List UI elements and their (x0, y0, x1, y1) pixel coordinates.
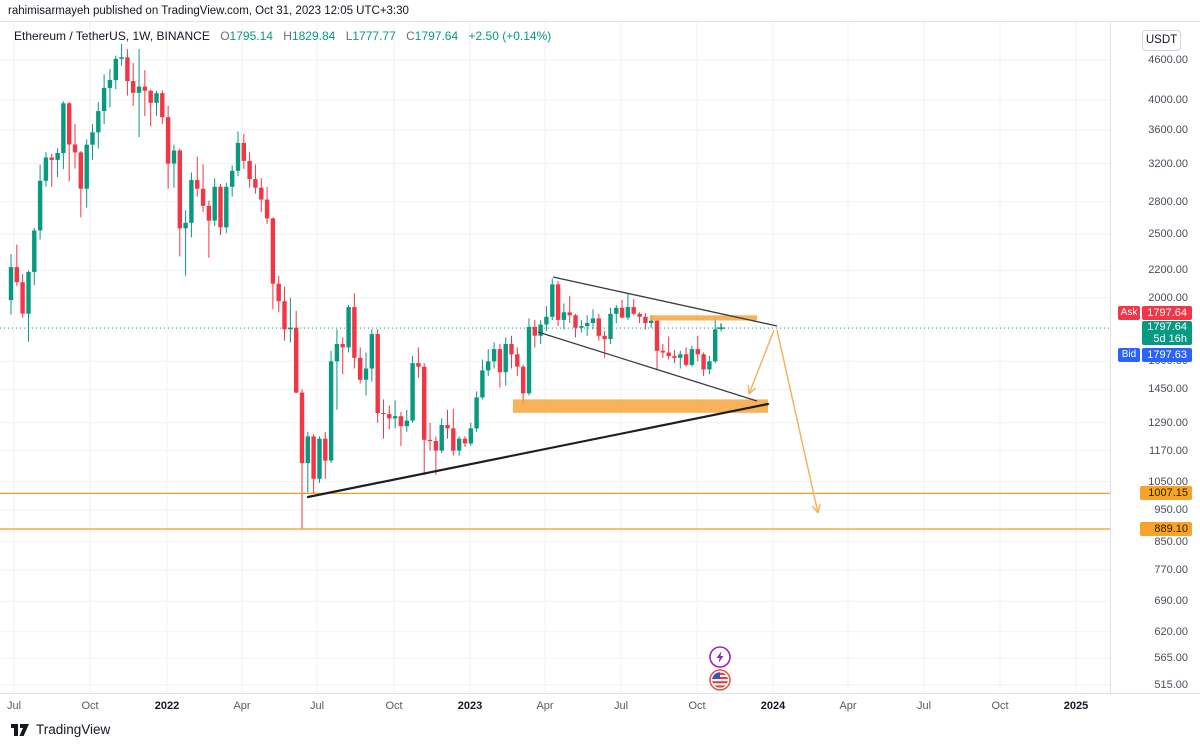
price-level-label: 1007.15 (1140, 486, 1192, 500)
change-value: +2.50 (+0.14%) (468, 29, 552, 43)
time-tick-label: Jul (309, 700, 325, 712)
price-tick-label: 950.00 (1154, 504, 1188, 516)
price-tick-label: 2200.00 (1148, 264, 1188, 276)
price-tick-label: 2800.00 (1148, 196, 1188, 208)
ask-badge: Ask (1118, 306, 1140, 321)
open-value: 1795.14 (229, 29, 273, 43)
time-tick-label: 2025 (1063, 700, 1089, 712)
bid-badge: Bid (1118, 348, 1140, 363)
price-tick-label: 1290.00 (1148, 417, 1188, 429)
price-tick-label: 3200.00 (1148, 158, 1188, 170)
projection-arrows (747, 329, 821, 514)
price-tick-label: 2500.00 (1148, 228, 1188, 240)
time-tick-label: Apr (233, 700, 251, 712)
low-value: 1777.77 (352, 29, 396, 43)
candlesticks (8, 43, 724, 529)
bid-price-label: 1797.63 (1142, 348, 1192, 363)
time-tick-label: Jul (613, 700, 629, 712)
last-price-label: 1797.64 5d 16h (1142, 321, 1192, 346)
price-tick-label: 2000.00 (1148, 292, 1188, 304)
publish-bar: rahimisarmayeh published on TradingView.… (0, 0, 1200, 22)
close-value: 1797.64 (414, 29, 459, 43)
price-tick-label: 4000.00 (1148, 94, 1188, 106)
high-label: H (283, 29, 292, 43)
tradingview-brand-text: TradingView (36, 722, 111, 737)
price-tick-label: 690.00 (1154, 595, 1188, 607)
time-tick-label: Oct (991, 700, 1009, 712)
time-tick-label: Oct (385, 700, 403, 712)
price-level-label: 889.10 (1140, 522, 1192, 536)
time-tick-label: 2023 (457, 700, 483, 712)
low-label: L (345, 29, 353, 43)
price-tick-label: 770.00 (1154, 564, 1188, 576)
last-price-line (0, 324, 1110, 329)
price-axis-separator (1110, 22, 1111, 693)
price-tick-label: 1050.00 (1148, 476, 1188, 488)
high-value: 1829.84 (291, 29, 336, 43)
price-tick-label: 565.00 (1154, 652, 1188, 664)
time-tick-label: Jul (916, 700, 932, 712)
price-tick-label: 620.00 (1154, 626, 1188, 638)
time-tick-label: 2022 (154, 700, 180, 712)
grid-lines (0, 22, 1110, 693)
trendlines (306, 276, 778, 499)
last-price-value: 1797.64 (1147, 321, 1187, 334)
time-tick-label: Oct (688, 700, 706, 712)
price-tick-label: 1170.00 (1149, 445, 1188, 457)
time-tick-label: Oct (81, 700, 99, 712)
supply-demand-zones (513, 315, 768, 413)
symbol-title: Ethereum / TetherUS, 1W, BINANCE (14, 29, 210, 43)
close-label: C (406, 29, 415, 43)
price-tick-label: 3600.00 (1148, 124, 1188, 136)
tradingview-logo-icon (11, 723, 29, 736)
currency-toggle-button[interactable]: USDT (1142, 30, 1181, 51)
ask-price-label: 1797.64 (1142, 306, 1192, 321)
economic-event-us-flag-icon[interactable] (709, 669, 731, 691)
economic-event-lightning-icon[interactable] (709, 646, 731, 668)
time-tick-label: Apr (536, 700, 554, 712)
price-tick-label: 4600.00 (1148, 54, 1188, 66)
time-axis-separator (0, 693, 1200, 694)
open-label: O (220, 29, 230, 43)
price-tick-label: 1450.00 (1148, 383, 1188, 395)
time-tick-label: Jul (6, 700, 22, 712)
symbol-legend: Ethereum / TetherUS, 1W, BINANCE O1795.1… (14, 29, 551, 43)
tradingview-attribution[interactable]: TradingView (10, 722, 110, 737)
price-tick-label: 850.00 (1154, 536, 1188, 548)
time-tick-label: Apr (839, 700, 857, 712)
price-tick-label: 515.00 (1154, 679, 1188, 691)
bar-countdown: 5d 16h (1153, 333, 1187, 346)
price-level-rays (0, 492, 1110, 530)
time-tick-label: 2024 (760, 700, 786, 712)
